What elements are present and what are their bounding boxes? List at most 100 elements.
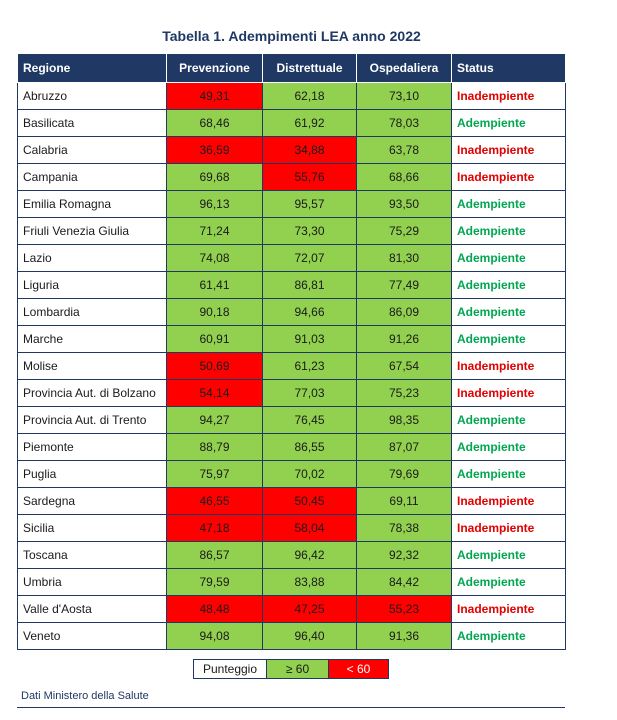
cell-ospedaliera: 67,54 bbox=[356, 352, 452, 380]
cell-regione: Piemonte bbox=[17, 433, 167, 461]
cell-status: Adempiente bbox=[451, 109, 566, 137]
cell-regione: Liguria bbox=[17, 271, 167, 299]
cell-prevenzione: 49,31 bbox=[166, 82, 263, 110]
cell-regione: Provincia Aut. di Trento bbox=[17, 406, 167, 434]
cell-prevenzione: 86,57 bbox=[166, 541, 263, 569]
cell-regione: Sicilia bbox=[17, 514, 167, 542]
cell-distrettuale: 72,07 bbox=[262, 244, 357, 272]
cell-distrettuale: 62,18 bbox=[262, 82, 357, 110]
cell-prevenzione: 96,13 bbox=[166, 190, 263, 218]
cell-distrettuale: 86,55 bbox=[262, 433, 357, 461]
cell-status: Adempiente bbox=[451, 541, 566, 569]
cell-status: Inadempiente bbox=[451, 352, 566, 380]
cell-distrettuale: 77,03 bbox=[262, 379, 357, 407]
cell-ospedaliera: 77,49 bbox=[356, 271, 452, 299]
cell-status: Adempiente bbox=[451, 460, 566, 488]
cell-status: Adempiente bbox=[451, 217, 566, 245]
source-divider bbox=[17, 707, 565, 708]
table-row: Molise 50,69 61,23 67,54 Inadempiente bbox=[17, 352, 566, 380]
cell-prevenzione: 46,55 bbox=[166, 487, 263, 515]
cell-prevenzione: 48,48 bbox=[166, 595, 263, 623]
cell-prevenzione: 36,59 bbox=[166, 136, 263, 164]
source-note: Dati Ministero della Salute bbox=[21, 690, 149, 702]
cell-ospedaliera: 81,30 bbox=[356, 244, 452, 272]
cell-ospedaliera: 63,78 bbox=[356, 136, 452, 164]
column-header-distrettuale: Distrettuale bbox=[262, 53, 357, 83]
column-header-status: Status bbox=[451, 53, 566, 83]
cell-ospedaliera: 91,26 bbox=[356, 325, 452, 353]
cell-prevenzione: 71,24 bbox=[166, 217, 263, 245]
cell-prevenzione: 47,18 bbox=[166, 514, 263, 542]
column-header-ospedaliera: Ospedaliera bbox=[356, 53, 452, 83]
cell-distrettuale: 70,02 bbox=[262, 460, 357, 488]
table-row: Sicilia 47,18 58,04 78,38 Inadempiente bbox=[17, 514, 566, 542]
table-row: Provincia Aut. di Trento 94,27 76,45 98,35 A… bbox=[17, 406, 566, 434]
cell-status: Inadempiente bbox=[451, 595, 566, 623]
cell-distrettuale: 94,66 bbox=[262, 298, 357, 326]
table-row: Basilicata 68,46 61,92 78,03 Adempiente bbox=[17, 109, 566, 137]
table-row: Emilia Romagna 96,13 95,57 93,50 Adempiente bbox=[17, 190, 566, 218]
cell-distrettuale: 96,42 bbox=[262, 541, 357, 569]
cell-status: Adempiente bbox=[451, 406, 566, 434]
cell-distrettuale: 55,76 bbox=[262, 163, 357, 191]
lea-table: Regione Prevenzione Distrettuale Ospedal… bbox=[17, 53, 566, 650]
cell-regione: Lazio bbox=[17, 244, 167, 272]
cell-status: Adempiente bbox=[451, 568, 566, 596]
cell-ospedaliera: 93,50 bbox=[356, 190, 452, 218]
table-row: Toscana 86,57 96,42 92,32 Adempiente bbox=[17, 541, 566, 569]
cell-ospedaliera: 92,32 bbox=[356, 541, 452, 569]
table-row: Umbria 79,59 83,88 84,42 Adempiente bbox=[17, 568, 566, 596]
cell-prevenzione: 61,41 bbox=[166, 271, 263, 299]
cell-regione: Basilicata bbox=[17, 109, 167, 137]
cell-status: Adempiente bbox=[451, 190, 566, 218]
cell-ospedaliera: 86,09 bbox=[356, 298, 452, 326]
cell-ospedaliera: 73,10 bbox=[356, 82, 452, 110]
cell-ospedaliera: 79,69 bbox=[356, 460, 452, 488]
table-row: Lazio 74,08 72,07 81,30 Adempiente bbox=[17, 244, 566, 272]
cell-prevenzione: 94,27 bbox=[166, 406, 263, 434]
cell-regione: Valle d'Aosta bbox=[17, 595, 167, 623]
table-row: Lombardia 90,18 94,66 86,09 Adempiente bbox=[17, 298, 566, 326]
cell-prevenzione: 74,08 bbox=[166, 244, 263, 272]
cell-status: Inadempiente bbox=[451, 514, 566, 542]
legend-bad-swatch: < 60 bbox=[329, 659, 389, 679]
cell-status: Adempiente bbox=[451, 271, 566, 299]
cell-status: Adempiente bbox=[451, 298, 566, 326]
table-row: Marche 60,91 91,03 91,26 Adempiente bbox=[17, 325, 566, 353]
table-row: Friuli Venezia Giulia 71,24 73,30 75,29 Adem… bbox=[17, 217, 566, 245]
table-row: Sardegna 46,55 50,45 69,11 Inadempiente bbox=[17, 487, 566, 515]
cell-status: Inadempiente bbox=[451, 82, 566, 110]
table-row: Campania 69,68 55,76 68,66 Inadempiente bbox=[17, 163, 566, 191]
cell-ospedaliera: 87,07 bbox=[356, 433, 452, 461]
cell-prevenzione: 79,59 bbox=[166, 568, 263, 596]
column-header-prevenzione: Prevenzione bbox=[166, 53, 263, 83]
cell-regione: Abruzzo bbox=[17, 82, 167, 110]
cell-regione: Provincia Aut. di Bolzano bbox=[17, 379, 167, 407]
cell-ospedaliera: 91,36 bbox=[356, 622, 452, 650]
cell-regione: Marche bbox=[17, 325, 167, 353]
cell-regione: Toscana bbox=[17, 541, 167, 569]
table-row: Provincia Aut. di Bolzano 54,14 77,03 75,23… bbox=[17, 379, 566, 407]
legend-ok-swatch: ≥ 60 bbox=[267, 659, 329, 679]
cell-status: Adempiente bbox=[451, 244, 566, 272]
cell-status: Inadempiente bbox=[451, 487, 566, 515]
cell-status: Adempiente bbox=[451, 325, 566, 353]
score-legend: Punteggio ≥ 60 < 60 bbox=[193, 659, 389, 679]
cell-regione: Friuli Venezia Giulia bbox=[17, 217, 167, 245]
table-row: Calabria 36,59 34,88 63,78 Inadempiente bbox=[17, 136, 566, 164]
table-row: Abruzzo 49,31 62,18 73,10 Inadempiente bbox=[17, 82, 566, 110]
cell-distrettuale: 61,23 bbox=[262, 352, 357, 380]
table-row: Valle d'Aosta 48,48 47,25 55,23 Inadempiente bbox=[17, 595, 566, 623]
table-row: Puglia 75,97 70,02 79,69 Adempiente bbox=[17, 460, 566, 488]
cell-ospedaliera: 55,23 bbox=[356, 595, 452, 623]
cell-prevenzione: 90,18 bbox=[166, 298, 263, 326]
table-row: Piemonte 88,79 86,55 87,07 Adempiente bbox=[17, 433, 566, 461]
cell-distrettuale: 47,25 bbox=[262, 595, 357, 623]
cell-prevenzione: 88,79 bbox=[166, 433, 263, 461]
cell-ospedaliera: 78,38 bbox=[356, 514, 452, 542]
cell-distrettuale: 96,40 bbox=[262, 622, 357, 650]
cell-prevenzione: 54,14 bbox=[166, 379, 263, 407]
cell-distrettuale: 91,03 bbox=[262, 325, 357, 353]
cell-prevenzione: 68,46 bbox=[166, 109, 263, 137]
cell-ospedaliera: 84,42 bbox=[356, 568, 452, 596]
